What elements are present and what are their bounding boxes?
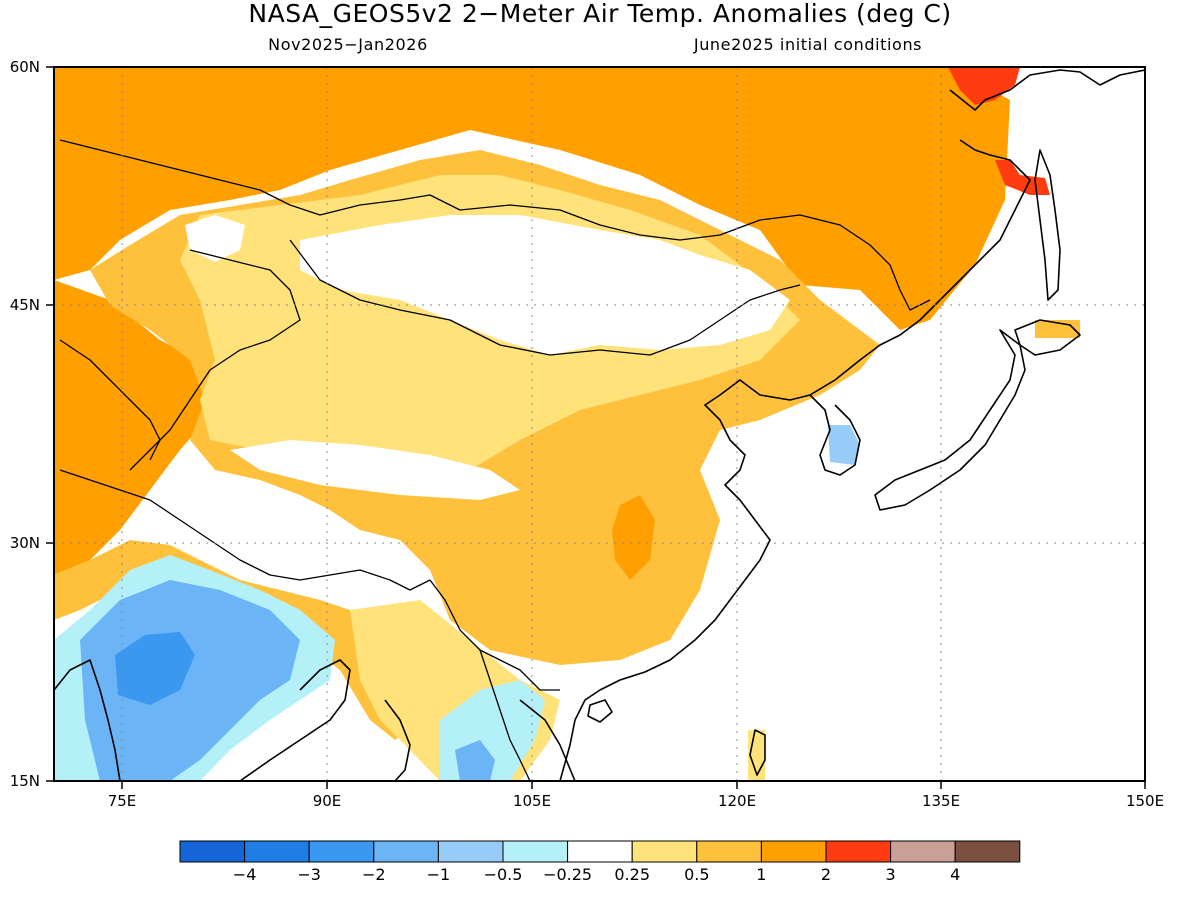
lat-label: 15N <box>10 772 40 790</box>
coastlines <box>54 69 1145 781</box>
colorbar-tick-label: 0.5 <box>684 865 709 884</box>
colorbar-tick-label: −2 <box>362 865 386 884</box>
coastline-hokkaido <box>1014 319 1081 356</box>
country-borders <box>59 139 931 781</box>
map-title: NASA_GEOS5v2 2−Meter Air Temp. Anomalies… <box>248 0 951 28</box>
anomaly-field-warm-central-china <box>612 495 655 580</box>
colorbar-tick-label: −4 <box>233 865 257 884</box>
border-indochina <box>479 649 531 781</box>
colorbar-tick-label: 4 <box>950 865 960 884</box>
anomaly-field-cool-korea <box>828 425 860 465</box>
longitude-labels: 75E 90E 105E 120E 135E 150E <box>108 792 1164 810</box>
lon-label: 75E <box>108 792 137 810</box>
anomaly-field-neutral-northwest <box>185 215 245 262</box>
colorbar-swatch <box>179 840 246 863</box>
anomaly-field-cold-indochina <box>455 740 495 781</box>
forecast-period: Nov2025−Jan2026 <box>268 35 428 54</box>
lon-label: 90E <box>313 792 342 810</box>
colorbar-swatch <box>244 840 310 863</box>
anomaly-field-neutral-tibet <box>230 440 520 500</box>
anomaly-field-cold-india <box>80 580 300 781</box>
border-russia-mongolia-china <box>59 139 931 311</box>
border-myanmar-china <box>429 579 560 691</box>
axis-ticks <box>46 66 1146 789</box>
anomaly-field-neutral-mongolia <box>300 215 790 355</box>
border-central-asia <box>59 339 161 461</box>
colorbar-swatch <box>373 840 439 863</box>
colorbar-swatch <box>631 840 698 863</box>
border-himalaya <box>59 469 431 591</box>
colorbar-swatches <box>179 840 1021 863</box>
colorbar-tick-label: 1 <box>756 865 766 884</box>
anomaly-field-strong-warm-west <box>54 280 215 575</box>
colorbar-swatch <box>567 840 633 863</box>
colorbar-swatch <box>502 840 569 863</box>
lat-label: 45N <box>10 296 40 314</box>
initial-conditions: June2025 initial conditions <box>693 35 922 54</box>
coastline-taiwan <box>749 729 766 776</box>
colorbar-tick-label: 0.25 <box>614 865 650 884</box>
colorbar-labels: −4 −3 −2 −1 −0.5 −0.25 0.25 0.5 1 2 3 4 <box>233 865 960 884</box>
coastline-hainan <box>587 699 613 723</box>
anomaly-field-strong-cold-india <box>115 632 195 705</box>
colorbar-swatch <box>308 840 375 863</box>
map-plot <box>54 67 1145 781</box>
latitude-labels: 60N 45N 30N 15N <box>10 58 40 790</box>
colorbar-swatch <box>825 840 892 863</box>
lat-label: 30N <box>10 534 40 552</box>
colorbar-swatch <box>954 840 1021 863</box>
colorbar: −4 −3 −2 −1 −0.5 −0.25 0.25 0.5 1 2 3 4 <box>179 840 1021 884</box>
lon-label: 150E <box>1126 792 1164 810</box>
colorbar-swatch <box>890 840 956 863</box>
border-mongolia-south <box>289 239 801 356</box>
graticule <box>54 67 1145 781</box>
lon-label: 135E <box>922 792 960 810</box>
coastline-east-asia <box>559 69 1145 781</box>
coastline-sakhalin <box>1034 149 1061 301</box>
anomaly-field-hot-northeast <box>948 67 1020 105</box>
colorbar-tick-label: 2 <box>821 865 831 884</box>
colorbar-tick-label: 3 <box>886 865 896 884</box>
lat-label: 60N <box>10 58 40 76</box>
anomaly-field-strong-warm <box>54 67 1010 330</box>
colorbar-tick-label: −0.25 <box>543 865 592 884</box>
map-frame <box>53 66 1146 782</box>
colorbar-tick-label: −3 <box>297 865 321 884</box>
lon-label: 120E <box>718 792 756 810</box>
colorbar-tick-label: −0.5 <box>484 865 523 884</box>
lon-label: 105E <box>513 792 551 810</box>
coastline-japan <box>874 329 1026 511</box>
coastline-india <box>54 659 351 781</box>
colorbar-swatch <box>760 840 827 863</box>
coastline-indochina <box>384 699 576 781</box>
border-kazakh-china <box>129 249 301 471</box>
coastline-korea <box>809 394 861 476</box>
colorbar-tick-label: −1 <box>427 865 451 884</box>
colorbar-swatch <box>437 840 504 863</box>
colorbar-swatch <box>696 840 762 863</box>
